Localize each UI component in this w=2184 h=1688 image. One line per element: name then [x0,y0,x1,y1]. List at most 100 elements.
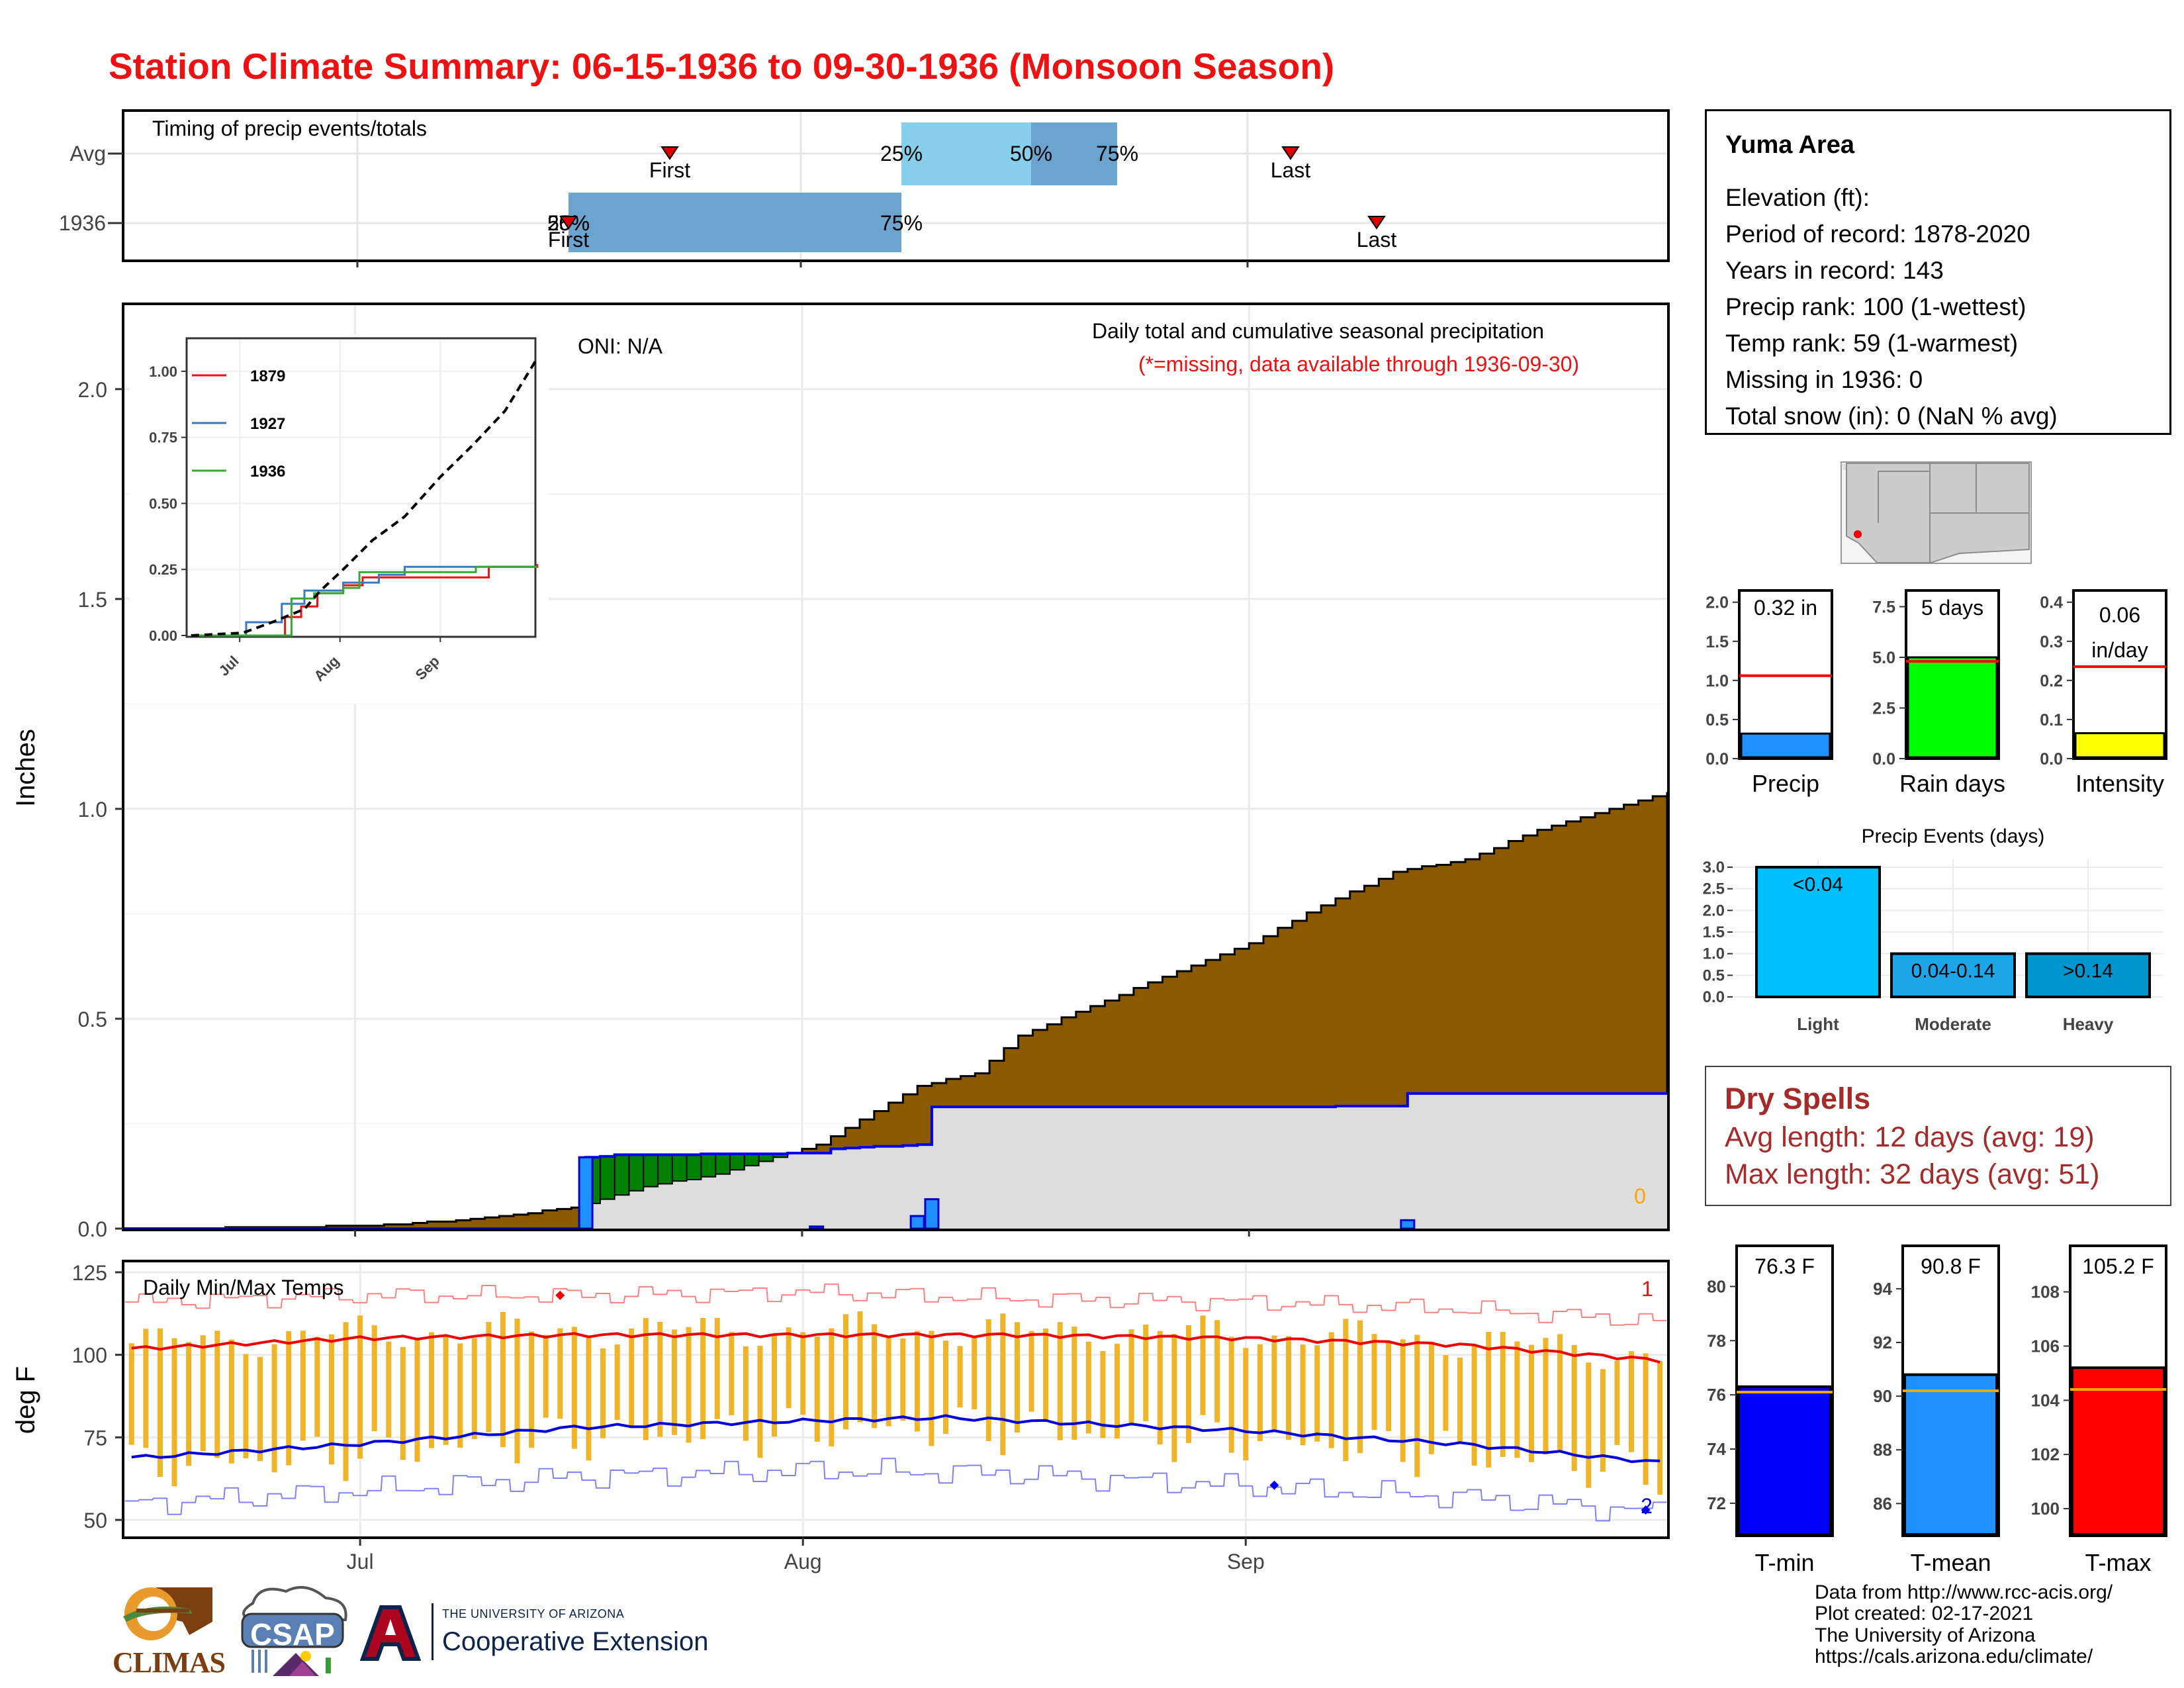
daily-temp-bar [1343,1319,1349,1462]
daily-temp-bar [214,1331,220,1458]
tmean-y-tick-label: 88 [1873,1440,1892,1460]
rain_days-y-tick-label: 2.5 [1872,699,1895,718]
daily-temp-bar [1614,1360,1620,1445]
daily-temp-bar [629,1328,635,1429]
record-low-count: 2 [1641,1494,1653,1518]
daily-temp-bar [1128,1329,1134,1425]
timing-panel-title: Timing of precip events/totals [152,117,427,140]
daily-temp-bar [186,1342,192,1466]
timing-1936-bar [569,193,901,252]
daily-temp-bar [1000,1313,1006,1456]
daily-temp-bar [1600,1369,1606,1472]
daily-temp-bar [1028,1331,1034,1412]
daily-temp-bar [157,1328,163,1477]
tmin-value: 76.3 F [1754,1254,1815,1278]
oni-label: ONI: N/A [578,334,663,358]
precip-value: 0.32 in [1754,596,1817,620]
daily-temp-bar [1100,1350,1106,1438]
daily-temp-bar [1557,1334,1563,1452]
precip-areas [124,792,1668,1230]
daily-precip-bar [909,1215,925,1230]
daily-temp-bar [1514,1341,1520,1458]
intensity-bar [2074,732,2165,759]
climas-logo-text: CLIMAS [113,1646,226,1679]
daily-temp-bar [557,1328,563,1419]
daily-temp-bar [1371,1334,1377,1430]
precip-y-tick-label: 0.0 [78,1217,107,1241]
daily-temp-bar [1300,1344,1306,1446]
timing-avg-last-label: Last [1271,158,1311,182]
events-bar-heavy [2025,952,2151,998]
rain_days-y-tick-label: 7.5 [1872,598,1895,616]
tmean-y-tick-label: 86 [1873,1493,1892,1513]
daily-temp-bar [886,1338,891,1427]
rain_days-y-tick-label: 0.0 [1872,750,1895,769]
daily-temp-bar [872,1324,878,1429]
record-high-marker [555,1290,565,1300]
daily-temp-bar [1357,1320,1363,1454]
station-location-dot [1854,530,1862,538]
csap-logo-text: CSAP [250,1617,335,1652]
temp-y-tick-label: 75 [83,1426,107,1450]
timing-1936-75-label: 75% [880,211,923,235]
station-locator-map [1841,461,2032,564]
temp-y-label: deg F [11,1366,40,1434]
record-high-count: 1 [1641,1277,1653,1301]
daily-temp-bar [729,1332,735,1415]
events-y-tick-label: 3.0 [1703,859,1725,876]
timing-avg-25-50-bar [901,122,1031,185]
daily-temp-bar [686,1327,692,1443]
daily-precip-bar [924,1198,940,1230]
precip-panel-frame [122,303,1670,1231]
tmean-y-tick-label: 92 [1873,1333,1892,1352]
station-snow: Total snow (in): 0 (NaN % avg) [1725,402,2058,430]
precip-y-tick-label: 0.5 [1706,711,1729,729]
timing-avg-last-marker [1281,146,1300,160]
daily-temp-bar [1171,1334,1177,1462]
daily-temp-bar [357,1315,363,1459]
precip-y-tick-label: 1.0 [1706,672,1729,690]
daily-temp-bar [1143,1325,1149,1422]
precip-y-tick-label: 0.0 [1706,750,1729,769]
daily-temp-bar [1014,1322,1020,1433]
daily-temp-bar [386,1341,392,1438]
temp-y-tick-label: 100 [72,1344,107,1368]
timing-1936-last-label: Last [1357,228,1397,252]
tmax-y-tick-label: 108 [2031,1282,2060,1302]
daily-temp-bar [286,1331,292,1466]
inset-y-tick-label: 0.50 [149,495,177,512]
average-max-line [131,1332,1661,1364]
temp-y-tick-label: 125 [72,1261,107,1285]
intensity-value: 0.06 [2099,603,2140,627]
daily-temp-bar [586,1337,592,1461]
daily-temp-bar [500,1311,506,1448]
daily-temp-bar [228,1339,234,1464]
dry-spells-avg-length: Avg length: 12 days (avg: 19) [1725,1121,2095,1153]
timing-1936-last-marker [1367,216,1386,230]
temp-x-tick-label: Jul [347,1550,374,1573]
climas-logo-graphic [123,1587,212,1640]
timing-avg-50-75-bar [1031,122,1117,185]
intensity-y-tick-label: 0.4 [2040,594,2063,612]
timing-panel: Timing of precip events/totals Avg 1936 … [59,109,1670,267]
precip-events-title: Precip Events (days) [1862,825,2045,847]
daily-temp-bar [857,1311,863,1423]
missing-count: 0 [1634,1184,1646,1208]
daily-temp-bar [829,1328,835,1447]
precip-y-tick-label: 1.5 [1706,633,1729,651]
daily-temp-bar [943,1340,949,1434]
precip-panel-subtitle: (*=missing, data available through 1936-… [1138,352,1579,376]
daily-temp-bar [471,1338,477,1439]
timing-1936-first-marker [559,216,578,230]
station-temp-rank: Temp rank: 59 (1-warmest) [1725,330,2019,357]
rain-days-value: 5 days [1921,596,1983,620]
csap-logo-graphic [241,1586,347,1676]
station-name: Yuma Area [1725,131,1855,159]
daily-temp-bar [128,1343,134,1445]
timing-row-avg: Avg [69,142,106,165]
daily-temp-bar [671,1329,677,1435]
temp-x-axis: Jul Aug Sep [347,1538,1265,1573]
temp-y-axis: 50 75 100 125 [72,1261,123,1532]
daily-temp-bar [929,1331,934,1446]
tmean-y-tick-label: 94 [1873,1279,1892,1299]
